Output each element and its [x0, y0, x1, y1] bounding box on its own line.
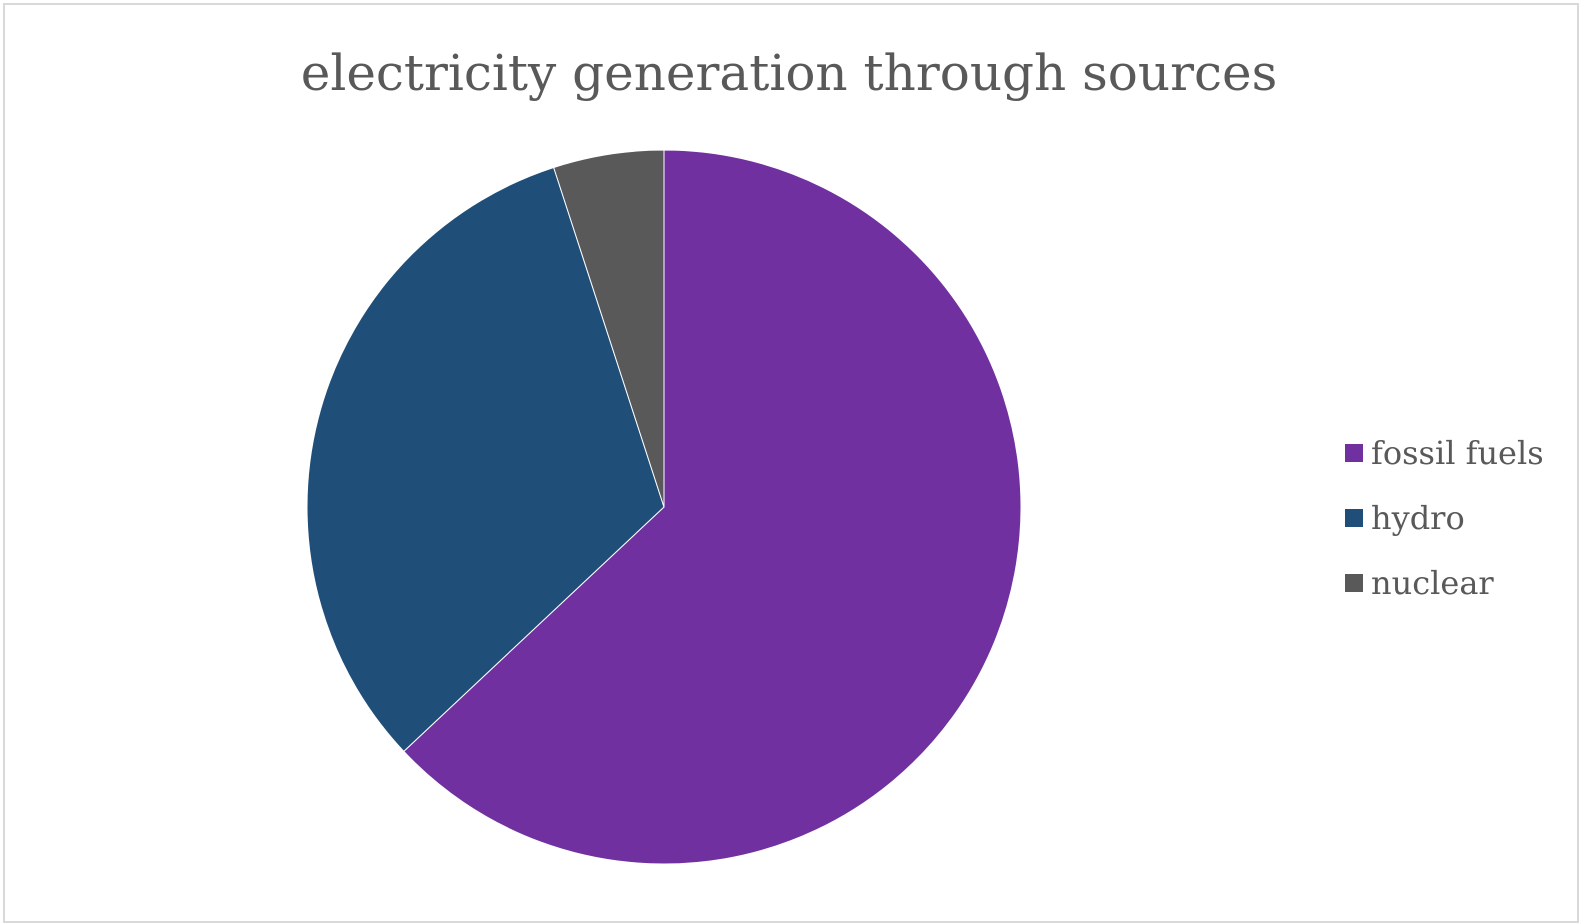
- pie-slice-nuclear: [553, 149, 665, 508]
- pie-slice-fossil-fuels: [403, 149, 1022, 865]
- legend-swatch-fossil-fuels: [1345, 443, 1363, 462]
- pie-slice-hydro: [306, 166, 665, 753]
- chart-frame: electricity generation through sources f…: [3, 3, 1579, 923]
- legend-label-hydro: hydro: [1371, 498, 1465, 537]
- legend-item-fossil-fuels: fossil fuels: [1345, 420, 1544, 485]
- legend-swatch-nuclear: [1345, 573, 1363, 592]
- chart-title: electricity generation through sources: [300, 44, 1278, 102]
- legend: fossil fuels hydro nuclear: [1345, 420, 1544, 615]
- legend-label-nuclear: nuclear: [1371, 563, 1494, 602]
- legend-item-hydro: hydro: [1345, 485, 1544, 550]
- legend-label-fossil-fuels: fossil fuels: [1371, 433, 1544, 472]
- legend-swatch-hydro: [1345, 508, 1363, 527]
- legend-item-nuclear: nuclear: [1345, 550, 1544, 615]
- pie-chart: [306, 149, 1022, 865]
